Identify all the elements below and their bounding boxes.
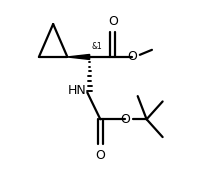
Text: &1: &1 [91,42,102,51]
Text: O: O [127,50,137,64]
Polygon shape [67,54,90,59]
Text: HN: HN [68,84,87,97]
Text: O: O [120,113,130,126]
Text: O: O [95,149,105,162]
Text: O: O [108,15,118,28]
